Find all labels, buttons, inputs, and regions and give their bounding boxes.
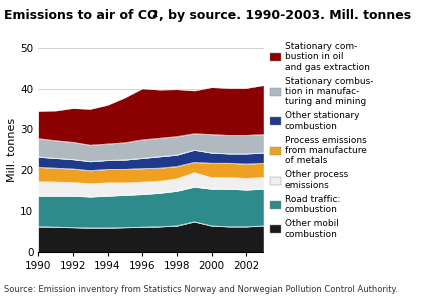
Text: Source: Emission inventory from Statistics Norway and Norwegian Pollution Contro: Source: Emission inventory from Statisti… <box>4 285 398 294</box>
Text: Emissions to air of CO: Emissions to air of CO <box>4 9 158 22</box>
Y-axis label: Mill. tonnes: Mill. tonnes <box>8 118 17 182</box>
Legend: Stationary com-
bustion in oil
and gas extraction, Stationary combus-
tion in ma: Stationary com- bustion in oil and gas e… <box>270 42 373 238</box>
Text: 2: 2 <box>151 10 157 19</box>
Text: , by source. 1990-2003. Mill. tonnes: , by source. 1990-2003. Mill. tonnes <box>159 9 411 22</box>
